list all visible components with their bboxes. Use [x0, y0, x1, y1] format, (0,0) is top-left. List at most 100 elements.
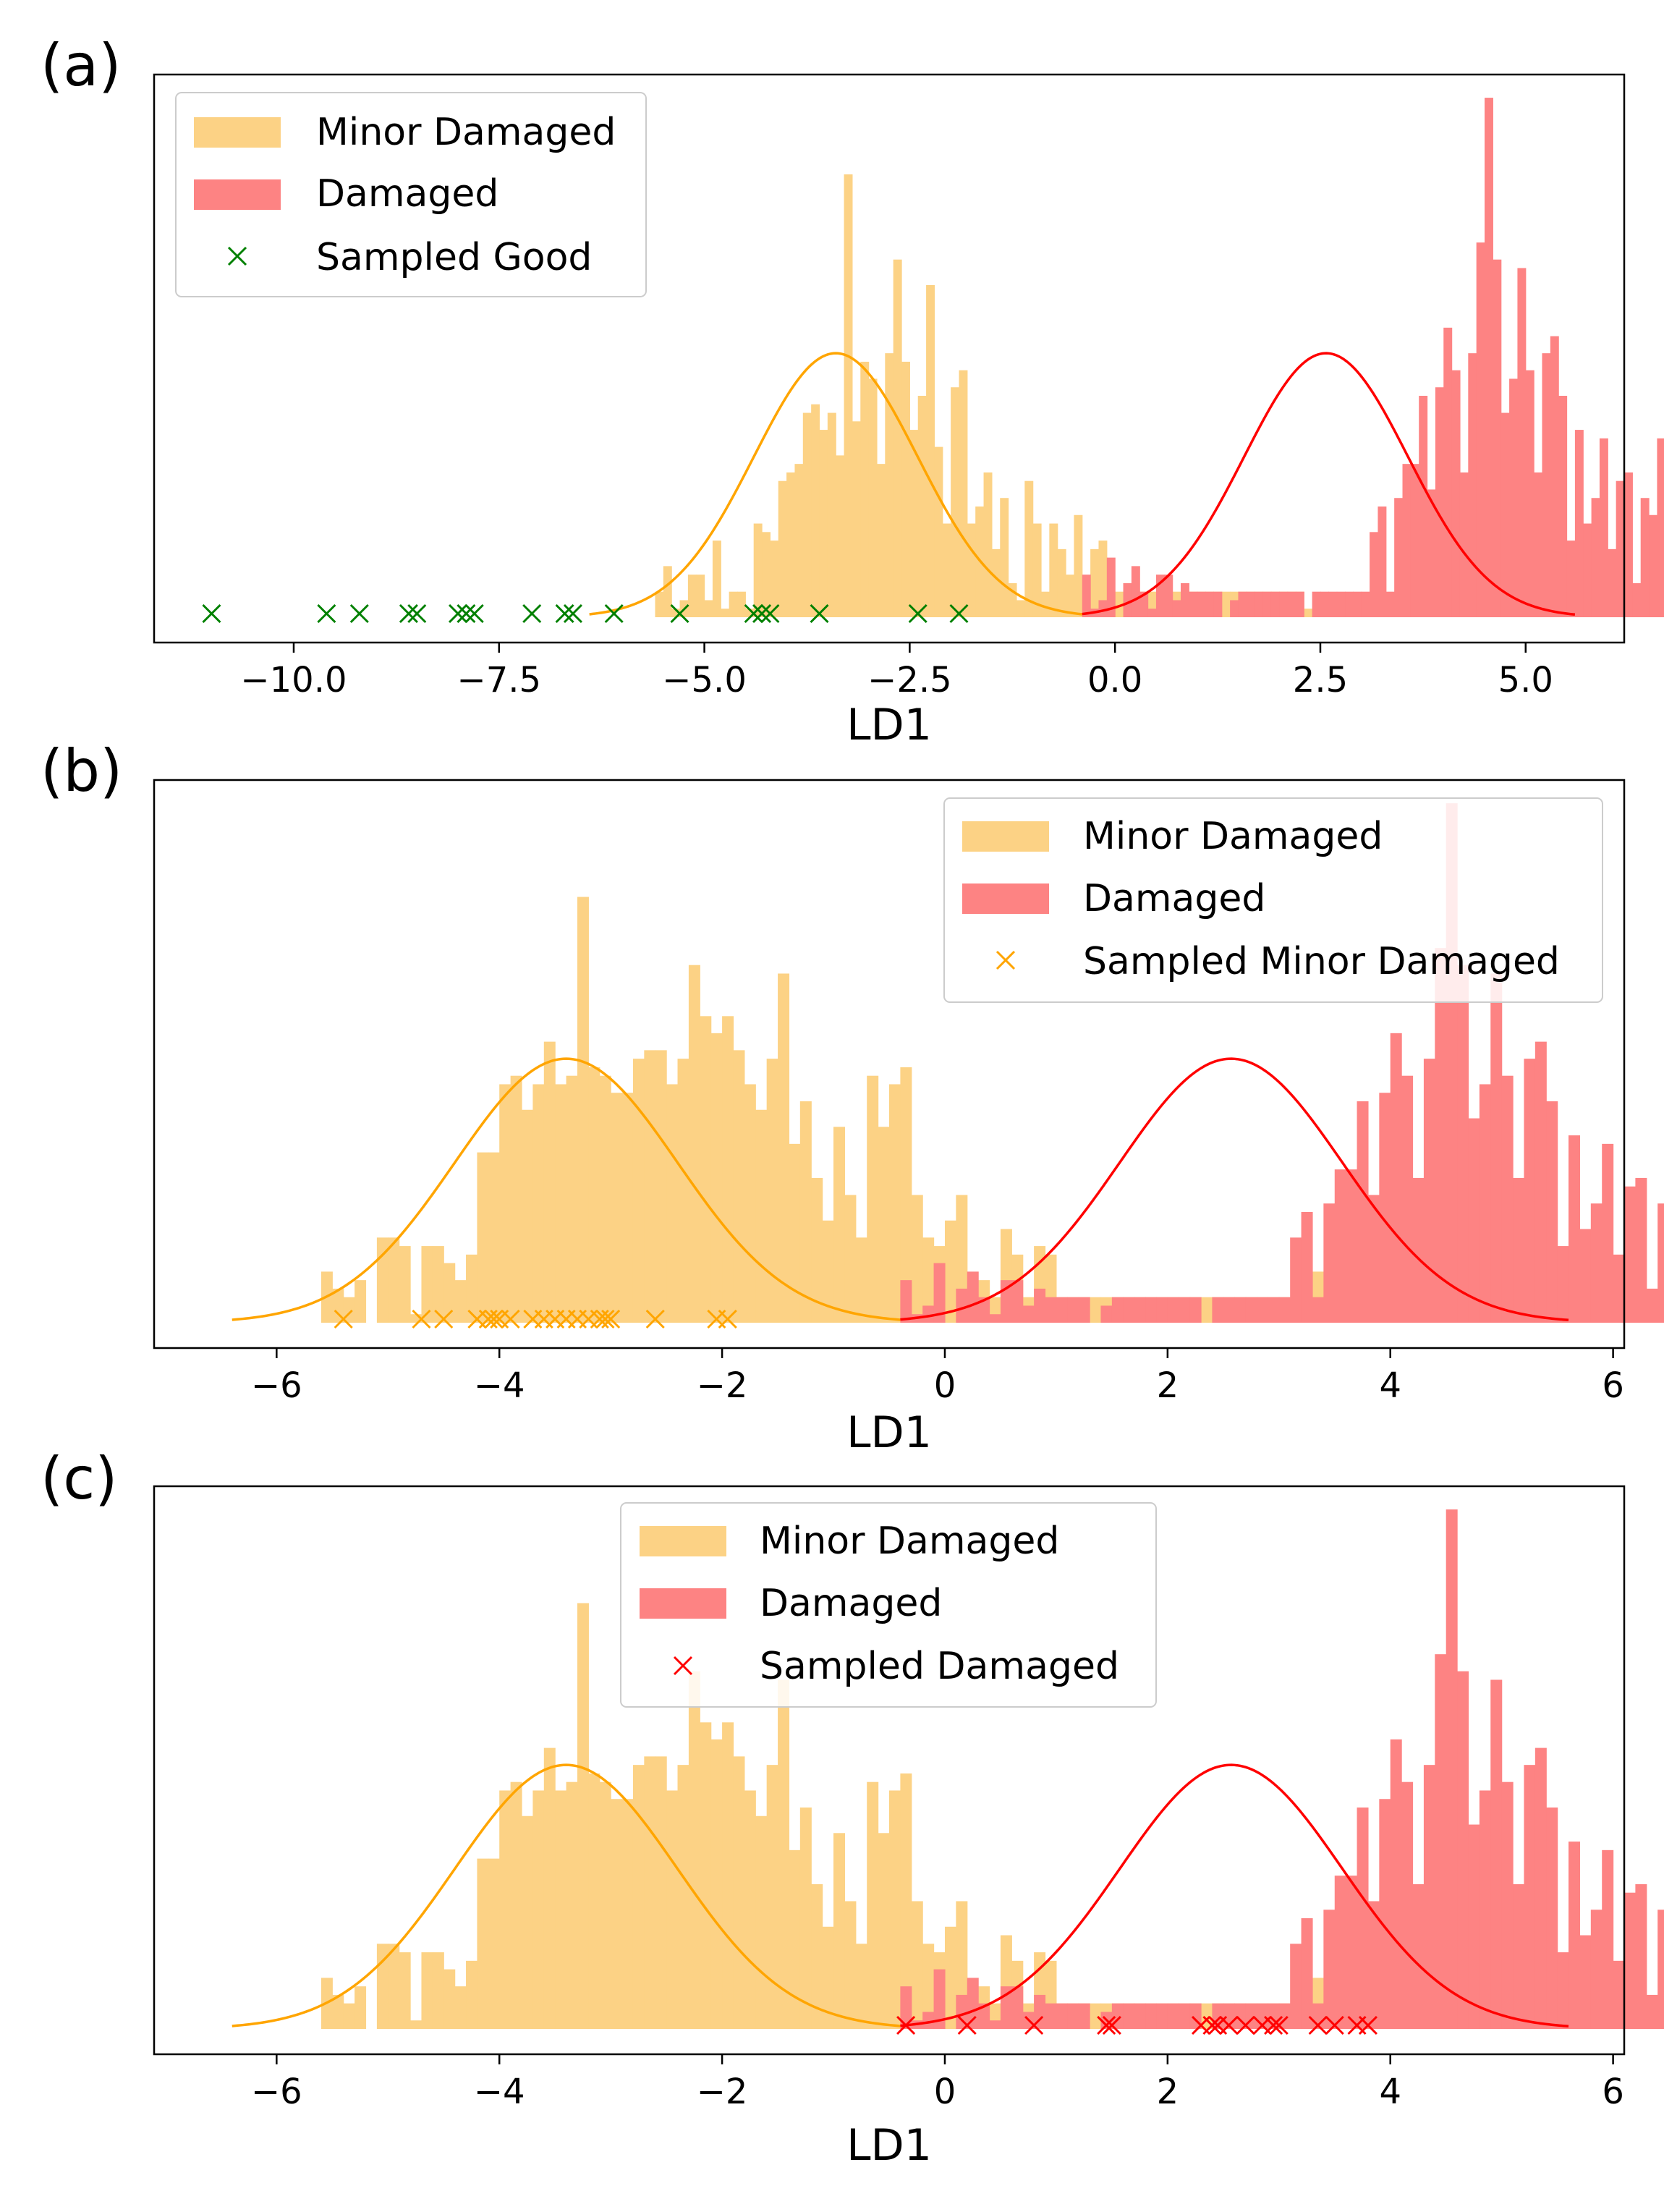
minor-damaged-bar — [611, 1799, 623, 2029]
panel-a: (a) −10.0 −7.5 −5.0 −2.5 0.0 2.5 5.0 LD1 Minor… — [41, 32, 1664, 750]
damaged-bar — [1590, 1910, 1603, 2029]
minor-damaged-bar — [926, 285, 935, 617]
minor-damaged-bar — [688, 1671, 700, 2029]
minor-damaged-bar — [555, 1790, 567, 2029]
damaged-bar — [1501, 1781, 1514, 2029]
minor-damaged-bar — [421, 1246, 433, 1323]
damaged-bar — [1164, 575, 1173, 617]
minor-damaged-bar — [655, 1050, 667, 1323]
sampled-marker — [522, 603, 542, 624]
damaged-bar — [922, 1305, 935, 1323]
minor-damaged-bar — [911, 1195, 923, 1323]
sampled-marker — [1097, 2015, 1116, 2035]
minor-damaged-bar — [632, 1059, 645, 1323]
minor-damaged-bar — [794, 464, 804, 617]
x-tick-label: −5.0 — [662, 660, 747, 700]
damaged-bar — [989, 1314, 1001, 1323]
damaged-bar — [1134, 1297, 1146, 1323]
legend-frame — [175, 92, 647, 297]
damaged-bar — [1011, 1986, 1024, 2029]
minor-damaged-bar — [860, 361, 870, 617]
damaged-bar — [1323, 1203, 1336, 1323]
sampled-marker — [949, 603, 969, 624]
minor-damaged-bar — [811, 1177, 823, 1323]
legend-label-damaged: Damaged — [760, 1582, 942, 1625]
legend-swatch-damaged — [194, 179, 281, 210]
x-tick-label: −2 — [697, 1365, 748, 1406]
sampled-marker — [457, 603, 476, 624]
damaged-bar — [1361, 591, 1370, 617]
damaged-bar — [1479, 1084, 1491, 1323]
minor-damaged-bar — [1008, 582, 1017, 617]
sampled-marker — [718, 1309, 737, 1329]
minor-damaged-bar — [343, 2003, 355, 2029]
minor-damaged-bar — [588, 1773, 600, 2029]
damaged-bar — [1279, 591, 1289, 617]
damaged-bar — [989, 2020, 1001, 2029]
sampled-marker — [399, 603, 418, 624]
damaged-bar — [1034, 1288, 1046, 1323]
damaged-bar — [1246, 591, 1255, 617]
minor-damaged-bar — [983, 472, 993, 617]
minor-damaged-bar — [543, 1747, 556, 2029]
legend-marker-sampled — [227, 246, 247, 266]
x-tick-label: −6 — [251, 2072, 302, 2112]
panel-c-frame — [153, 1485, 1626, 2056]
damaged-bar — [1657, 1910, 1664, 2029]
minor-damaged-bar — [922, 1944, 935, 2029]
damaged-bar — [1172, 600, 1181, 617]
damaged-bar — [1557, 1246, 1569, 1323]
sampled-marker — [1269, 2015, 1289, 2035]
damaged-bar — [1223, 1297, 1235, 1323]
minor-damaged-bar — [878, 1833, 890, 2029]
damaged-bar — [1301, 1918, 1313, 2029]
damaged-bar — [1513, 1883, 1525, 2029]
x-tick-label: −2 — [697, 2072, 748, 2112]
sampled-marker — [349, 603, 369, 624]
sampled-marker — [412, 1309, 431, 1329]
minor-damaged-bar — [745, 609, 755, 617]
minor-damaged-bar — [1090, 2003, 1102, 2029]
minor-damaged-bar — [712, 541, 721, 617]
minor-damaged-bar — [753, 523, 763, 617]
damaged-bar — [1410, 464, 1419, 617]
legend-label-minor: Minor Damaged — [316, 111, 616, 154]
damaged-bar — [1579, 1935, 1592, 2029]
minor-damaged-bar — [666, 1084, 679, 1323]
damaged-bar — [1616, 480, 1625, 617]
minor-damaged-bar — [893, 259, 902, 617]
minor-damaged-bar — [599, 1075, 611, 1323]
damaged-bar — [1100, 1305, 1113, 1323]
damaged-bar — [1078, 1297, 1090, 1323]
damaged-bar — [1045, 1297, 1057, 1323]
damaged-bar — [1624, 472, 1633, 617]
damaged-bar — [1378, 507, 1387, 617]
minor-damaged-bar — [421, 1952, 433, 2029]
minor-damaged-bar — [399, 1952, 411, 2029]
minor-damaged-bar — [1057, 548, 1066, 617]
minor-damaged-bar — [811, 404, 820, 617]
minor-damaged-bar — [852, 421, 861, 617]
panel-a-letter: (a) — [41, 32, 121, 99]
damaged-bar — [1513, 1177, 1525, 1323]
x-tick-label: −10.0 — [240, 660, 347, 700]
minor-damaged-bar — [355, 1280, 367, 1323]
damaged-bar — [1067, 1297, 1079, 1323]
damaged-bar — [1401, 1075, 1414, 1323]
sampled-marker — [434, 1309, 454, 1329]
sampled-marker — [555, 603, 574, 624]
damaged-bar — [1435, 1654, 1447, 2029]
legend-marker-sampled — [673, 1656, 693, 1676]
minor-damaged-bar — [410, 1314, 423, 1323]
minor-damaged-bar — [755, 1815, 768, 2029]
minor-damaged-bar — [532, 1790, 545, 2029]
damaged-bar — [1490, 1679, 1503, 2029]
legend-swatch-minor — [962, 821, 1049, 852]
x-tick-label: 5.0 — [1498, 660, 1553, 700]
minor-damaged-bar — [1032, 523, 1042, 617]
minor-damaged-bar — [789, 1849, 801, 2029]
minor-damaged-bar — [577, 897, 589, 1323]
damaged-bar — [1435, 387, 1444, 617]
damaged-bar — [1197, 591, 1206, 617]
damaged-bar — [1257, 1297, 1268, 1323]
